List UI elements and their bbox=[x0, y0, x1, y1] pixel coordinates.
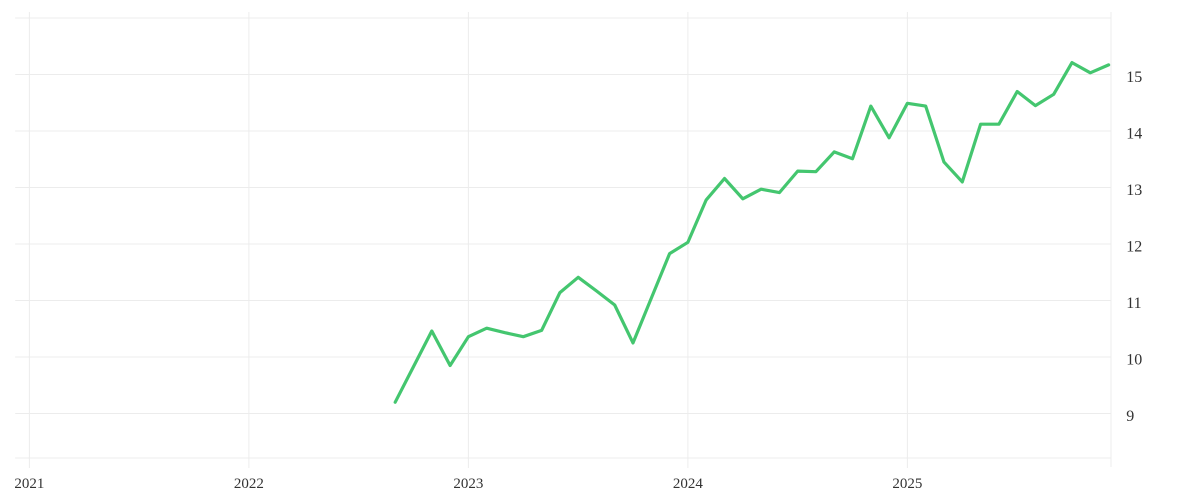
svg-text:2025: 2025 bbox=[892, 476, 922, 492]
svg-text:13: 13 bbox=[1126, 182, 1142, 199]
svg-text:2023: 2023 bbox=[453, 476, 483, 492]
svg-text:12: 12 bbox=[1126, 238, 1142, 255]
svg-text:9: 9 bbox=[1126, 408, 1134, 425]
svg-text:11: 11 bbox=[1126, 295, 1141, 312]
svg-text:14: 14 bbox=[1126, 125, 1142, 142]
svg-text:2022: 2022 bbox=[234, 476, 264, 492]
svg-text:15: 15 bbox=[1126, 69, 1142, 86]
svg-text:2021: 2021 bbox=[14, 476, 44, 492]
svg-text:10: 10 bbox=[1126, 351, 1142, 368]
svg-text:2024: 2024 bbox=[673, 476, 704, 492]
